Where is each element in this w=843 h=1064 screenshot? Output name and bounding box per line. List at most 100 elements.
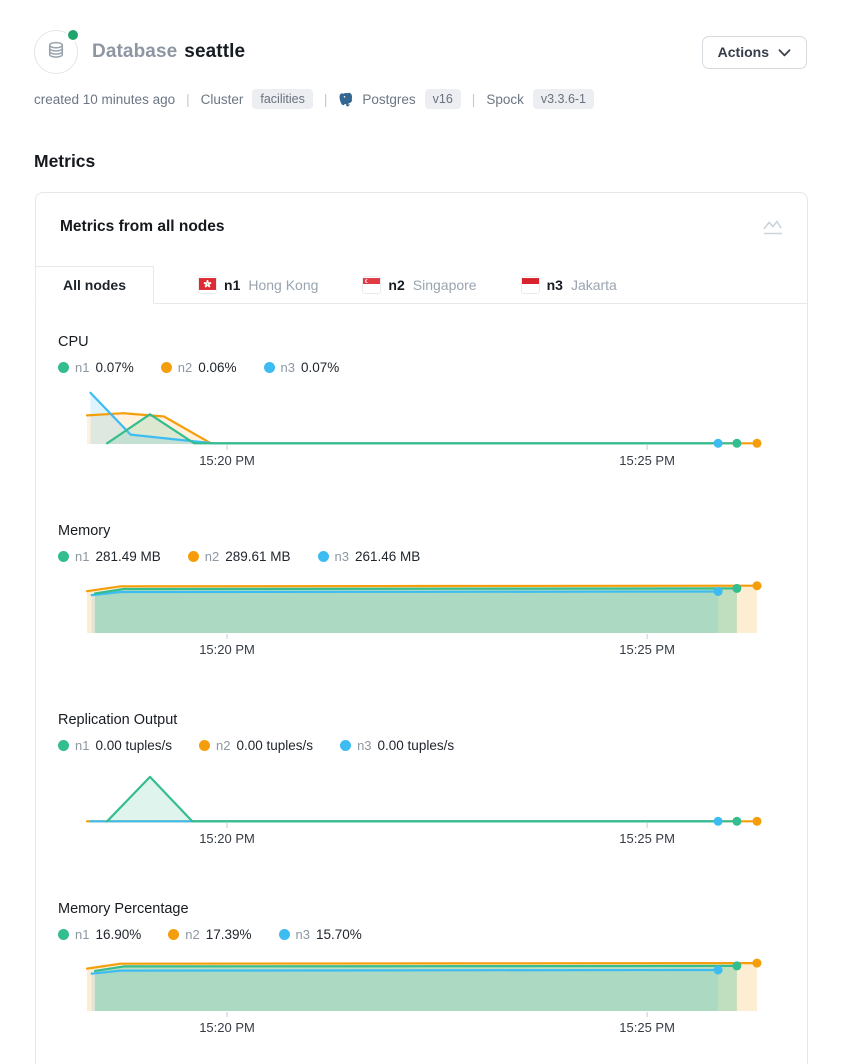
memory-percentage-chart[interactable]: 15:20 PM 15:25 PM: [37, 954, 808, 1036]
memory-percentage-legend: n1 16.90% n2 17.39% n3 15.70%: [58, 927, 807, 942]
cluster-label: Cluster: [200, 91, 244, 107]
cpu-chart-block: CPU n1 0.07% n2 0.06% n3 0.07% 15: [36, 334, 807, 469]
cpu-chart[interactable]: 15:20 PM 15:25 PM: [37, 387, 808, 469]
chart-title-replication-output: Replication Output: [58, 712, 178, 728]
svg-text:15:20 PM: 15:20 PM: [199, 1020, 255, 1035]
database-meta-row: created 10 minutes ago | Cluster facilit…: [34, 89, 807, 109]
postgres-version-badge: v16: [424, 89, 461, 109]
svg-text:15:25 PM: 15:25 PM: [619, 642, 675, 657]
legend-value: 261.46 MB: [355, 549, 421, 564]
legend-node-label: n3: [357, 738, 372, 753]
tab-n2-singapore[interactable]: n2 Singapore: [363, 266, 477, 303]
actions-button-label: Actions: [717, 44, 769, 60]
legend-item: n3 0.07%: [263, 360, 340, 375]
status-dot: [66, 28, 80, 42]
metrics-section-title: Metrics: [34, 151, 96, 171]
n2-series-dot: [160, 362, 172, 373]
spock-label: Spock: [486, 91, 524, 107]
memory-chart-block: Memory n1 281.49 MB n2 289.61 MB n3 261.…: [36, 523, 807, 658]
n1-series-dot: [58, 551, 69, 562]
card-title: Metrics from all nodes: [60, 218, 225, 235]
legend-value: 0.06%: [198, 360, 237, 375]
legend-node-label: n1: [75, 738, 90, 753]
postgres-label: Postgres: [362, 91, 416, 107]
legend-item: n2 0.06%: [160, 360, 237, 375]
hong-kong-flag-icon: [199, 277, 217, 293]
legend-item: n2 0.00 tuples/s: [199, 738, 313, 753]
legend-item: n3 15.70%: [278, 927, 362, 942]
svg-text:15:20 PM: 15:20 PM: [199, 642, 255, 657]
actions-button[interactable]: Actions: [701, 35, 807, 69]
n2-series-dot: [187, 551, 199, 562]
created-text: created 10 minutes ago: [34, 91, 176, 107]
replication-output-chart[interactable]: 15:20 PM 15:25 PM: [37, 765, 808, 847]
legend-item: n2 289.61 MB: [187, 549, 291, 564]
tab-n1-city: Hong Kong: [248, 276, 319, 293]
tab-n3-jakarta[interactable]: n3 Jakarta: [521, 266, 617, 303]
n2-series-dot: [168, 929, 180, 940]
legend-item: n3 261.46 MB: [317, 549, 421, 564]
page-title: Database seattle: [92, 41, 245, 63]
legend-node-label: n1: [75, 360, 90, 375]
page-header: Database seattle Actions created 10 minut…: [0, 0, 843, 109]
cluster-badge: facilities: [252, 89, 313, 109]
metrics-card: Metrics from all nodes All nodes: [35, 192, 808, 1064]
n3-series-dot: [278, 929, 290, 940]
database-avatar: [34, 28, 80, 74]
legend-node-label: n1: [75, 927, 90, 942]
legend-value: 289.61 MB: [225, 549, 291, 564]
n1-series-dot: [58, 929, 69, 940]
charts-container: CPU n1 0.07% n2 0.06% n3 0.07% 15: [36, 304, 807, 1064]
svg-text:15:20 PM: 15:20 PM: [199, 831, 255, 846]
tab-all-nodes[interactable]: All nodes: [35, 266, 155, 304]
legend-value: 15.70%: [316, 927, 362, 942]
legend-value: 0.00 tuples/s: [95, 738, 173, 753]
legend-node-label: n2: [204, 549, 220, 564]
n3-series-dot: [340, 740, 352, 751]
legend-item: n3 0.00 tuples/s: [340, 738, 454, 753]
svg-text:15:25 PM: 15:25 PM: [619, 453, 675, 468]
memory-chart[interactable]: 15:20 PM 15:25 PM: [37, 576, 808, 658]
tab-n1-label: n1: [224, 276, 241, 293]
legend-value: 16.90%: [95, 927, 142, 942]
spock-version-badge: v3.3.6-1: [532, 89, 595, 109]
chart-title-memory: Memory: [58, 523, 111, 539]
legend-value: 0.07%: [300, 360, 340, 375]
legend-item: n1 0.00 tuples/s: [58, 738, 172, 753]
n3-series-dot: [263, 362, 275, 373]
chart-title-cpu: CPU: [58, 334, 89, 350]
n1-series-dot: [58, 740, 69, 751]
area-chart-icon: [761, 218, 785, 241]
memory-legend: n1 281.49 MB n2 289.61 MB n3 261.46 MB: [58, 549, 807, 564]
legend-value: 0.00 tuples/s: [377, 738, 455, 753]
database-icon: [45, 39, 67, 66]
replication-output-legend: n1 0.00 tuples/s n2 0.00 tuples/s n3 0.0…: [58, 738, 807, 753]
tab-n1-hong-kong[interactable]: n1 Hong Kong: [199, 266, 318, 303]
svg-text:15:25 PM: 15:25 PM: [619, 1020, 675, 1035]
legend-node-label: n3: [334, 549, 349, 564]
postgres-icon: [338, 91, 355, 108]
tab-n2-city: Singapore: [412, 276, 477, 293]
legend-node-label: n1: [75, 549, 90, 564]
legend-value: 17.39%: [205, 927, 252, 942]
legend-value: 0.07%: [95, 360, 134, 375]
chevron-down-icon: [778, 44, 791, 60]
tab-all-nodes-label: All nodes: [63, 277, 127, 293]
tab-n3-label: n3: [546, 276, 563, 293]
singapore-flag-icon: [363, 277, 381, 293]
svg-text:15:25 PM: 15:25 PM: [619, 831, 675, 846]
legend-item: n1 16.90%: [58, 927, 141, 942]
legend-node-label: n2: [216, 738, 231, 753]
legend-node-label: n3: [280, 360, 295, 375]
legend-node-label: n3: [295, 927, 310, 942]
legend-item: n1 281.49 MB: [58, 549, 161, 564]
legend-value: 281.49 MB: [95, 549, 161, 564]
replication-output-chart-block: Replication Output n1 0.00 tuples/s n2 0…: [36, 712, 807, 847]
n2-series-dot: [199, 740, 211, 751]
n1-series-dot: [58, 362, 69, 373]
n3-series-dot: [317, 551, 329, 562]
legend-item: n2 17.39%: [168, 927, 252, 942]
indonesia-flag-icon: [521, 277, 539, 293]
legend-item: n1 0.07%: [58, 360, 134, 375]
node-tabs: All nodes n1 Hong Kong: [35, 266, 807, 304]
